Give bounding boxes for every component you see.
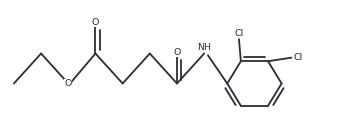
Text: Cl: Cl xyxy=(294,53,303,62)
Text: Cl: Cl xyxy=(234,29,244,38)
Text: O: O xyxy=(92,18,99,27)
Text: NH: NH xyxy=(197,43,211,52)
Text: O: O xyxy=(173,48,181,57)
Text: O: O xyxy=(64,79,72,88)
